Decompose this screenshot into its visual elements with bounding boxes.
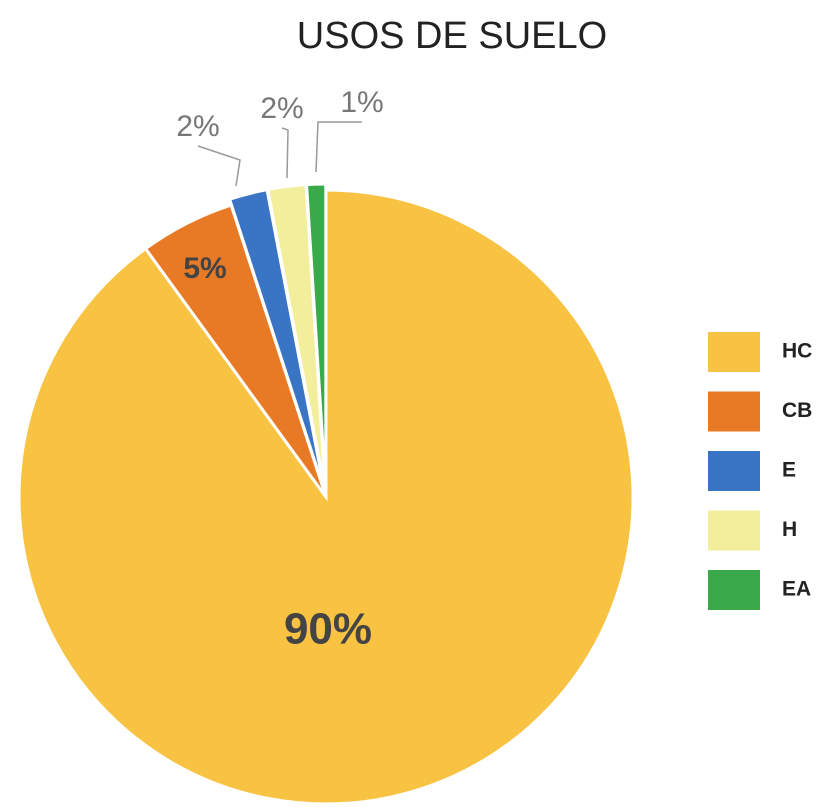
legend-label: CB: [782, 399, 812, 422]
chart-title: USOS DE SUELO: [297, 15, 607, 57]
legend-label: E: [782, 459, 796, 482]
data-label: 90%: [284, 605, 372, 654]
leader-line: [315, 121, 362, 173]
pie-slice: [304, 182, 328, 492]
legend-swatch: [708, 391, 760, 432]
legend-swatch: [708, 510, 760, 551]
data-label: 5%: [183, 252, 226, 285]
legend-swatch: [708, 451, 760, 491]
data-label: 2%: [260, 92, 303, 125]
legend-label: EA: [782, 578, 811, 601]
legend-label: HC: [782, 340, 812, 363]
legend-label: H: [782, 518, 797, 541]
data-label: 1%: [340, 86, 383, 119]
legend-swatch: [708, 332, 760, 372]
leader-line: [197, 145, 241, 187]
legend-swatch: [708, 570, 760, 610]
data-label: 2%: [176, 110, 219, 143]
leader-line: [281, 127, 289, 179]
